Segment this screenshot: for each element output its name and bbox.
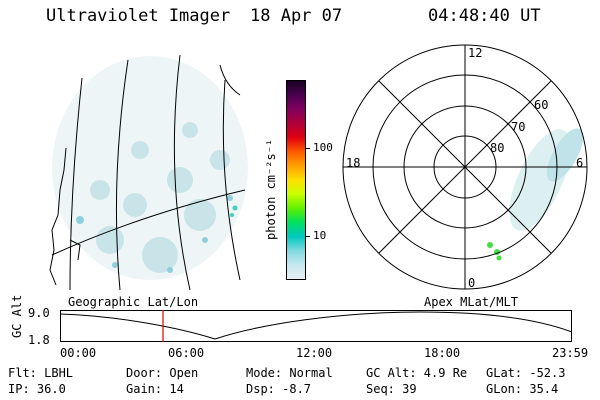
xtick-1200: 12:00 — [296, 346, 333, 360]
clock-label-12: 12 — [468, 46, 483, 60]
colorbar-tick-10: 10 — [313, 229, 327, 242]
clock-label-18: 18 — [346, 156, 361, 170]
altitude-ytick-low: 1.8 — [28, 333, 50, 347]
info-glon: GLon: 35.4 — [486, 382, 559, 396]
info-gc-alt: GC Alt: 4.9 Re — [366, 366, 468, 380]
xtick-1800: 18:00 — [424, 346, 461, 360]
xtick-2359: 23:59 — [552, 346, 589, 360]
colorbar — [286, 80, 306, 280]
info-flt: Flt: LBHL — [8, 366, 74, 380]
colorbar-units: photon cm⁻²s⁻¹ — [264, 138, 278, 240]
clock-label-0: 0 — [468, 276, 476, 290]
altitude-ytick-high: 9.0 — [28, 306, 50, 320]
polar-mlt-plot — [342, 44, 588, 290]
geographic-image-panel — [49, 54, 248, 290]
info-glat: GLat: -52.3 — [486, 366, 566, 380]
lat-label-70: 70 — [511, 120, 526, 134]
lat-label-60: 60 — [534, 98, 549, 112]
info-gain: Gain: 14 — [126, 382, 184, 396]
instrument-title: Ultraviolet Imager — [46, 6, 231, 26]
info-mode: Mode: Normal — [246, 366, 333, 380]
lat-label-80: 80 — [490, 141, 505, 155]
time-label: 04:48:40 UT — [428, 6, 541, 26]
altitude-plot — [60, 310, 572, 342]
info-ip: IP: 36.0 — [8, 382, 66, 396]
colorbar-tick — [306, 236, 310, 237]
geographic-title: Geographic Lat/Lon — [68, 295, 199, 309]
info-seq: Seq: 39 — [366, 382, 417, 396]
date-label: 18 Apr 07 — [250, 6, 343, 26]
info-door: Door: Open — [126, 366, 199, 380]
xtick-0600: 06:00 — [168, 346, 205, 360]
xtick-0000: 00:00 — [60, 346, 97, 360]
colorbar-tick-100: 100 — [313, 141, 333, 154]
colorbar-tick — [306, 148, 310, 149]
apex-title: Apex MLat/MLT — [424, 295, 518, 309]
altitude-ylabel: GC Alt — [10, 294, 24, 338]
clock-label-6: 6 — [576, 156, 584, 170]
info-dsp: Dsp: -8.7 — [246, 382, 312, 396]
